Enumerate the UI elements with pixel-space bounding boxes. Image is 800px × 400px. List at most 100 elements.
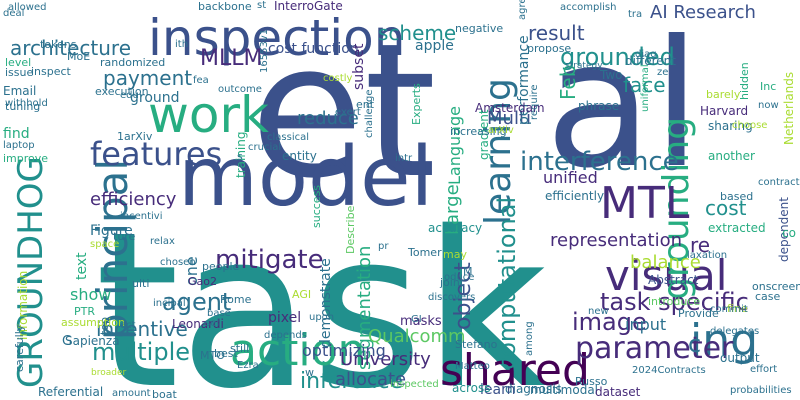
word-ture: ture <box>113 230 136 243</box>
word-accuracy: accuracy <box>428 221 482 235</box>
word-scheme: scheme <box>378 21 456 45</box>
word-visual: visual <box>605 251 727 300</box>
word-discovers: discovers <box>428 292 475 303</box>
word-ground: ground <box>130 90 180 106</box>
word-level: level <box>5 56 31 69</box>
word-diagnosis: diagnosis <box>505 382 562 396</box>
word-text: text <box>74 252 90 280</box>
word-phrase: phrase <box>578 99 619 113</box>
word-require: require <box>529 84 540 120</box>
word-tuning: tuning <box>5 100 40 113</box>
word-grounding: grounding <box>656 117 697 300</box>
word-learning: learning <box>478 78 519 225</box>
word-delegates: delegates <box>710 326 759 337</box>
word-re: re <box>690 233 710 257</box>
word-gao2: Gao2 <box>188 275 217 288</box>
word-dataset: dataset <box>595 385 641 399</box>
word-best: best <box>214 347 238 360</box>
word-task-specific: task specific <box>600 288 749 316</box>
word-sel: sel <box>205 318 219 329</box>
word-inc: Inc <box>760 80 776 93</box>
word-cost-function: cost function <box>268 41 359 57</box>
word-subset: subset <box>351 43 367 90</box>
word-reduce: reduce <box>297 108 359 129</box>
word-effort: eﬀort <box>750 364 777 375</box>
word-experts: Experts <box>410 83 423 125</box>
word-large: Large <box>442 184 463 235</box>
word-hidden: hidden <box>738 62 751 100</box>
word-inspected: inspected <box>390 379 439 390</box>
word-learn: learn <box>480 382 515 398</box>
word-ulti: ulti <box>132 277 149 290</box>
word-s: s <box>237 150 243 163</box>
word-boat: boat <box>152 388 177 400</box>
word-2024contracts: 2024Contracts <box>632 365 706 376</box>
word-multi: Multi <box>487 108 531 129</box>
word-interference: interference <box>520 147 679 177</box>
word-figure: Figure <box>90 223 133 239</box>
word-moe: MoE <box>67 50 90 63</box>
word-efficiency: efficiency <box>90 189 177 210</box>
word-relax: relax <box>150 236 175 247</box>
word-abstract: Abstract <box>648 273 699 287</box>
word-groundhog: GROUNDHOG <box>11 156 51 388</box>
word-netherlands: Netherlands <box>782 72 796 145</box>
word-randomized: randomized <box>100 56 165 69</box>
word-optimizing: optimizing <box>302 341 386 360</box>
word-allocate: allocate <box>335 369 406 390</box>
word-work: work <box>148 86 269 144</box>
word-probabilities: probabilities <box>730 385 792 396</box>
word-university: University <box>340 349 431 370</box>
word-another: another <box>708 149 755 163</box>
word-demonstrate: demonstrate <box>318 258 334 348</box>
word-model: model <box>178 130 433 225</box>
word-deal: deal <box>3 8 24 19</box>
word-agreed: agreed <box>517 0 528 20</box>
word-outcome: outcome <box>218 84 262 95</box>
word-w: w <box>305 366 314 379</box>
word-features: features <box>90 135 222 173</box>
word-onscreen: onscreen <box>752 280 800 293</box>
word-among: among <box>524 321 535 356</box>
word-success: success <box>310 185 323 228</box>
word-pixel: pixel <box>268 310 301 326</box>
word-inspect: inspect <box>31 65 72 78</box>
word-backbone: backbone <box>198 0 252 13</box>
word-based: based <box>720 190 753 203</box>
word-execution: execution <box>95 85 149 98</box>
word-information: information <box>16 271 30 340</box>
word-tomer: Tomer <box>407 246 442 259</box>
word-ect: ect <box>120 320 136 331</box>
word-mllm: MLLM <box>200 46 262 71</box>
word-top: top <box>98 317 111 335</box>
word-tra: tra <box>628 9 642 20</box>
word-qualcomm: Qualcomm <box>368 326 466 347</box>
word-incipal: incipal <box>153 298 186 309</box>
word-ith: ith <box>175 39 188 50</box>
word-referential: Referential <box>38 385 103 399</box>
word-uniformal: uniformal <box>640 64 651 112</box>
word-co: co <box>782 226 796 240</box>
word-costly: costly <box>323 73 353 84</box>
word-ai-research: AI Research <box>650 2 756 23</box>
word-amount: amount <box>112 388 151 399</box>
word-apple: apple <box>415 38 454 54</box>
word-laptop: laptop <box>3 140 35 151</box>
word-representation: representation <box>550 230 682 251</box>
word-increasing: increasing <box>450 125 507 138</box>
word-carefully: carefully <box>13 324 26 372</box>
word-efficiently: efficiently <box>545 189 604 203</box>
word-base: base <box>207 308 231 319</box>
word-mto: MTO <box>200 349 225 362</box>
word-incentivi: incentivi <box>120 211 163 222</box>
word-crucial: crucial <box>248 142 281 153</box>
word-mitigate: mitigate <box>215 245 324 275</box>
word-mtl: MTL <box>600 178 690 229</box>
word-accomplish: accomplish <box>560 2 616 13</box>
word-rome: Rome <box>220 293 252 306</box>
word-commit: commit <box>710 304 748 315</box>
word-computational: computational <box>493 197 521 370</box>
word-feb: Feb <box>556 65 580 100</box>
word-laxation: laxation <box>687 250 727 261</box>
